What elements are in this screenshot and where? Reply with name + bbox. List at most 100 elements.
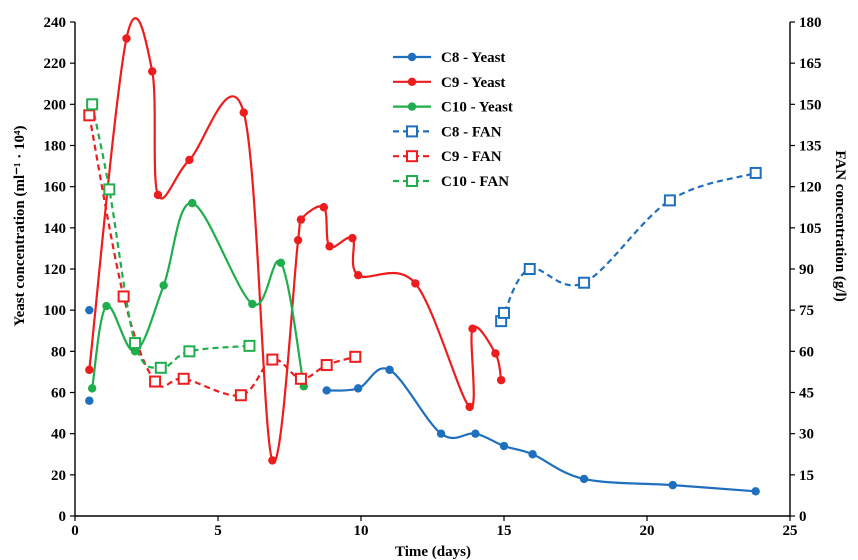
series-line-c9-fan	[88, 115, 356, 397]
y2-tick-label: 75	[799, 303, 814, 319]
y2-axis-title: FAN concentration (g/l)	[832, 150, 848, 301]
y-tick-label: 60	[51, 386, 66, 402]
legend-item-c9-yeast: C9 - Yeast	[393, 75, 505, 91]
y2-tick-label: 90	[799, 262, 814, 278]
x-tick-label: 0	[71, 523, 79, 539]
data-point-c9-fan	[149, 375, 162, 388]
data-point-c10-yeast	[248, 299, 257, 309]
data-point-c9-yeast	[491, 349, 500, 358]
data-point-c9-yeast	[348, 233, 357, 243]
series-c9-yeast	[88, 17, 503, 464]
legend-label-c8-yeast: C8 - Yeast	[441, 50, 505, 66]
data-point-c9-yeast	[268, 456, 277, 465]
data-point-c10-yeast	[159, 281, 168, 290]
data-point-c9-yeast	[465, 402, 474, 412]
legend-label-c10-yeast: C10 - Yeast	[441, 100, 513, 116]
y-tick-label: 0	[59, 509, 67, 525]
data-point-c9-yeast	[411, 279, 420, 288]
data-point-c8-yeast	[353, 384, 363, 393]
series-line-c10-fan	[91, 104, 250, 369]
data-point-c9-yeast	[325, 242, 334, 251]
series-c8-fan	[499, 171, 757, 322]
x-tick-label: 25	[783, 523, 798, 539]
legend-marker-c8-yeast	[407, 52, 417, 62]
data-point-c8-yeast	[85, 396, 94, 405]
data-point-c9-yeast	[296, 215, 306, 224]
y-tick-label: 160	[44, 180, 67, 196]
series-c9-fan	[88, 115, 356, 397]
y-tick-label: 240	[44, 15, 67, 31]
y2-tick-label: 45	[799, 386, 814, 402]
data-point-c10-fan	[86, 98, 99, 111]
data-point-c9-yeast	[496, 375, 506, 385]
y2-tick-label: 150	[799, 97, 822, 113]
y-tick-label: 120	[44, 262, 67, 278]
y-axis-title: Yeast concentration (ml⁻¹ · 10⁴)	[12, 125, 28, 326]
legend-marker-c9-yeast	[407, 77, 417, 87]
legend-item-c9-fan: C9 - FAN	[393, 149, 502, 165]
data-point-c10-fan	[103, 183, 116, 196]
y2-tick-label: 165	[799, 56, 822, 72]
data-point-c9-yeast	[353, 270, 363, 280]
data-point-c8-yeast	[751, 487, 760, 496]
legend: C8 - Yeast C9 - Yeast C10 - Yeast C8 - FAN C…	[393, 50, 513, 190]
legend-item-c10-fan: C10 - FAN	[393, 174, 509, 190]
y-tick-label: 20	[51, 468, 66, 484]
data-point-c9-yeast	[319, 203, 329, 212]
data-point-c10-yeast	[102, 301, 111, 311]
data-point-c8-fan	[578, 276, 591, 289]
data-point-c9-yeast	[239, 108, 248, 117]
data-point-c8-yeast	[436, 429, 446, 438]
data-point-c9-fan	[234, 389, 247, 402]
data-point-c8-yeast	[85, 305, 94, 315]
data-point-c9-yeast	[148, 67, 157, 76]
data-point-c9-fan	[349, 350, 362, 363]
data-point-c8-yeast	[385, 365, 394, 375]
legend-marker-c10-yeast	[407, 102, 417, 111]
data-point-c8-yeast	[579, 474, 589, 484]
tick-labels: 0 5 10 15 20 25020406080100120140160180200220…	[44, 15, 822, 539]
data-point-c9-fan	[320, 359, 333, 372]
x-tick-label: 10	[354, 523, 369, 539]
series-line-c8-yeast	[326, 367, 756, 493]
data-point-c9-fan	[177, 372, 190, 385]
data-point-c10-yeast	[130, 347, 140, 356]
y-tick-label: 80	[51, 344, 66, 360]
legend-marker-c8-fan	[406, 125, 418, 138]
series-line-c8-fan	[499, 171, 757, 322]
y2-tick-label: 0	[799, 509, 807, 525]
legend-label-c8-fan: C8 - FAN	[441, 124, 502, 140]
series-c8-yeast	[326, 367, 756, 493]
data-point-c8-fan	[523, 263, 536, 275]
data-point-c9-yeast	[85, 365, 94, 375]
legend-label-c9-fan: C9 - FAN	[441, 149, 502, 165]
series-c10-fan	[91, 104, 250, 369]
data-point-c9-fan	[117, 290, 130, 303]
data-point-c10-fan	[183, 345, 196, 358]
data-point-c10-fan	[154, 361, 167, 374]
x-tick-label: 15	[497, 523, 512, 539]
data-point-c9-yeast	[468, 324, 477, 333]
legend-label-c9-yeast: C9 - Yeast	[441, 75, 505, 91]
data-point-c8-fan	[749, 166, 762, 179]
legend-item-c10-yeast: C10 - Yeast	[393, 100, 513, 116]
data-point-c10-yeast	[276, 258, 286, 268]
data-point-c10-fan	[243, 339, 256, 352]
axes	[70, 21, 795, 521]
data-point-c9-yeast	[293, 235, 303, 245]
y2-tick-label: 60	[799, 344, 814, 360]
y2-tick-label: 105	[799, 221, 822, 237]
y2-tick-label: 30	[799, 427, 814, 443]
y2-tick-label: 15	[799, 468, 814, 484]
legend-item-c8-fan: C8 - FAN	[393, 124, 502, 140]
data-point-c9-fan	[266, 353, 279, 366]
data-point-c8-yeast	[471, 429, 480, 438]
data-point-c10-yeast	[87, 384, 97, 393]
legend-item-c8-yeast: C8 - Yeast	[393, 50, 505, 66]
y-tick-label: 220	[44, 56, 67, 72]
legend-marker-c9-fan	[406, 150, 418, 163]
data-point-c10-yeast	[188, 198, 197, 208]
y-tick-label: 100	[44, 303, 67, 319]
